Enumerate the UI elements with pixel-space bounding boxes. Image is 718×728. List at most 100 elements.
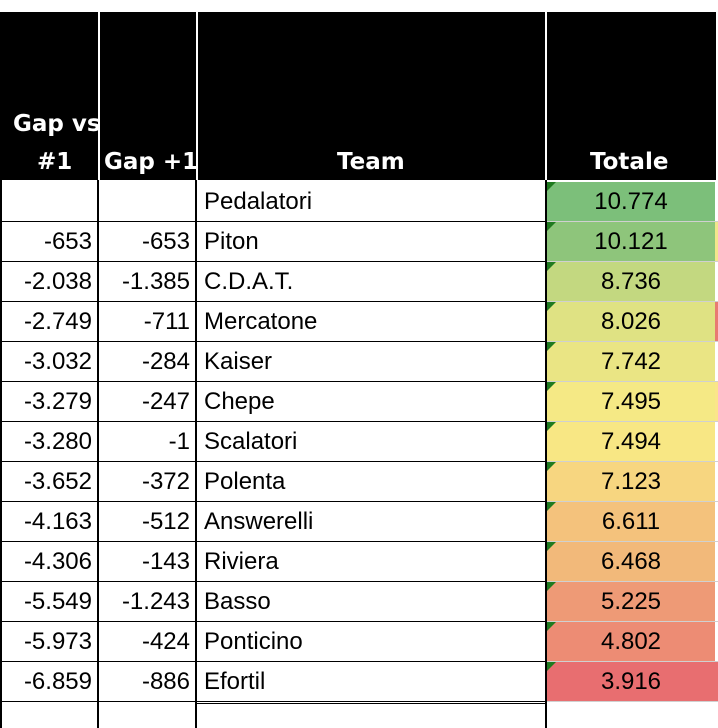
cell-team[interactable]: Chepe	[204, 388, 275, 415]
cell-indicator-icon	[547, 422, 556, 431]
cell-gap-vs-1[interactable]: -3.280	[23, 428, 92, 455]
next-column-edge	[715, 262, 718, 302]
row-gridline	[546, 421, 718, 422]
cell-indicator-icon	[547, 182, 556, 191]
cell-gap-vs-1[interactable]: -3.652	[23, 468, 92, 495]
cell-totale[interactable]: 7.742	[547, 342, 715, 382]
cell-totale[interactable]: 8.026	[547, 302, 715, 342]
next-column-edge	[715, 182, 718, 222]
next-column-edge	[715, 342, 718, 382]
cell-totale[interactable]: 7.123	[547, 462, 715, 502]
column-gridline	[0, 180, 2, 728]
cell-gap-plus-1[interactable]: -1.243	[121, 588, 190, 615]
header-gap-vs-1-line2[interactable]: #1	[37, 149, 73, 175]
cell-gap-vs-1[interactable]: -5.549	[23, 588, 92, 615]
cell-gap-plus-1[interactable]: -372	[141, 468, 190, 495]
cell-team[interactable]: Piton	[204, 228, 259, 255]
cell-gap-plus-1[interactable]: -247	[141, 388, 190, 415]
cell-totale[interactable]: 6.468	[547, 542, 715, 582]
row-gridline	[0, 621, 546, 622]
cell-team[interactable]: Polenta	[204, 468, 286, 495]
header-gap-plus-1[interactable]: Gap +1	[104, 149, 199, 175]
header-team[interactable]: Team	[337, 149, 405, 175]
cell-team[interactable]: C.D.A.T.	[204, 268, 294, 295]
row-gridline	[546, 461, 718, 462]
next-column-edge	[715, 422, 718, 462]
cell-gap-plus-1[interactable]: -424	[141, 628, 190, 655]
next-column-edge	[715, 582, 718, 622]
row-gridline	[546, 301, 718, 302]
header-divider	[716, 12, 718, 180]
cell-totale[interactable]: 6.611	[547, 502, 715, 542]
cell-gap-vs-1[interactable]: -2.038	[23, 268, 92, 295]
cell-gap-plus-1[interactable]: -1.385	[121, 268, 190, 295]
row-gridline	[546, 261, 718, 262]
cell-gap-plus-1[interactable]: -512	[141, 508, 190, 535]
cell-gap-plus-1[interactable]	[100, 182, 196, 222]
cell-totale[interactable]: 10.121	[547, 222, 715, 262]
cell-totale[interactable]: 8.736	[547, 262, 715, 302]
row-gridline	[0, 581, 546, 582]
cell-totale[interactable]: 7.495	[547, 382, 715, 422]
row-gridline	[546, 501, 718, 502]
header-row	[0, 12, 718, 180]
row-gridline	[0, 301, 546, 302]
cell-indicator-icon	[547, 462, 556, 471]
column-gridline	[545, 180, 547, 728]
header-totale[interactable]: Totale	[590, 149, 669, 175]
cell-team[interactable]: Basso	[204, 588, 271, 615]
cell-gap-plus-1[interactable]: -143	[141, 548, 190, 575]
cell-team[interactable]: Riviera	[204, 548, 279, 575]
cell-team[interactable]: Efortil	[204, 668, 266, 695]
cell-gap-vs-1[interactable]: -653	[43, 228, 92, 255]
next-column-edge	[715, 662, 718, 702]
cell-gap-vs-1[interactable]	[0, 182, 98, 222]
column-gridline	[97, 180, 99, 728]
row-gridline	[0, 541, 546, 542]
header-gap-vs-1-line1[interactable]: Gap vs	[13, 111, 101, 137]
cell-gap-vs-1[interactable]: -6.859	[23, 668, 92, 695]
cell-gap-plus-1[interactable]: -886	[141, 668, 190, 695]
cell-gap-vs-1[interactable]: -4.163	[23, 508, 92, 535]
next-column-edge	[715, 542, 718, 582]
cell-indicator-icon	[547, 302, 556, 311]
row-gridline	[0, 381, 546, 382]
next-column-edge	[715, 302, 718, 342]
cell-totale[interactable]: 3.916	[547, 662, 715, 702]
spreadsheet: Gap vs #1 Gap +1 Team Totale Pedalatori 1…	[0, 12, 718, 728]
next-column-edge	[715, 462, 718, 502]
cell-totale[interactable]: 5.225	[547, 582, 715, 622]
cell-gap-vs-1[interactable]: -3.279	[23, 388, 92, 415]
cell-team[interactable]: Ponticino	[204, 628, 303, 655]
cell-indicator-icon	[547, 622, 556, 631]
cell-gap-vs-1[interactable]: -3.032	[23, 348, 92, 375]
header-divider	[545, 12, 547, 180]
cell-indicator-icon	[547, 342, 556, 351]
cell-gap-plus-1[interactable]: -653	[141, 228, 190, 255]
header-divider	[98, 12, 100, 180]
cell-team[interactable]: Kaiser	[204, 348, 273, 375]
next-column-edge	[715, 622, 718, 662]
cell-gap-vs-1[interactable]: -4.306	[23, 548, 92, 575]
cell-team[interactable]: Pedalatori	[204, 188, 313, 215]
cell-team[interactable]: Scalatori	[204, 428, 298, 455]
cell-gap-plus-1[interactable]: -711	[143, 308, 190, 335]
cell-gap-plus-1[interactable]: -284	[141, 348, 190, 375]
cell-team[interactable]: Mercatone	[204, 308, 318, 335]
cell-team[interactable]: Answerelli	[204, 508, 314, 535]
cell-indicator-icon	[547, 582, 556, 591]
cell-gap-vs-1[interactable]: -2.749	[23, 308, 92, 335]
row-gridline	[0, 261, 546, 262]
row-gridline	[0, 701, 546, 702]
row-gridline	[546, 341, 718, 342]
cell-totale[interactable]: 7.494	[547, 422, 715, 462]
cell-totale[interactable]: 10.774	[547, 182, 715, 222]
cell-gap-vs-1[interactable]: -5.973	[23, 628, 92, 655]
header-divider	[196, 12, 198, 180]
cell-indicator-icon	[547, 502, 556, 511]
row-gridline	[0, 421, 546, 422]
cell-totale[interactable]: 4.802	[547, 622, 715, 662]
cell-indicator-icon	[547, 662, 556, 671]
row-gridline	[546, 581, 718, 582]
cell-gap-plus-1[interactable]: -1	[168, 428, 190, 455]
